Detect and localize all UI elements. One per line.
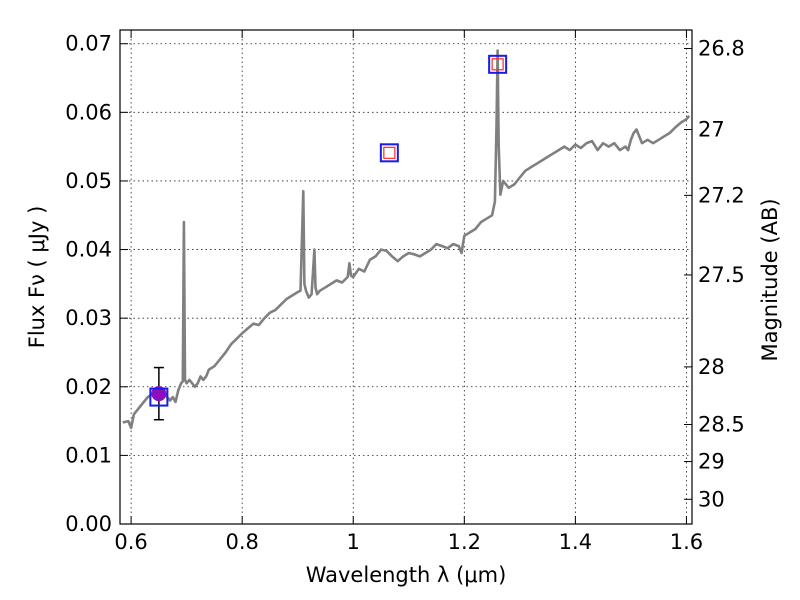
y-axis-label: Flux Fν ( μJy ) [25,206,49,349]
y2-tick-label: 29 [698,450,725,474]
y-tick-label: 0.07 [65,32,112,56]
y-tick-label: 0.02 [65,375,112,399]
y2-axis-label: Magnitude (AB) [758,198,782,361]
x-tick-label: 1.4 [559,530,592,554]
y-tick-labels: 0.00 0.01 0.02 0.03 0.04 0.05 0.06 0.07 [65,32,112,536]
x-axis-label: Wavelength λ (μm) [306,563,507,587]
y2-tick-label: 27 [698,117,725,141]
photometry-box [379,143,399,163]
y-tick-label: 0.03 [65,306,112,330]
x-tick-label: 0.8 [225,530,258,554]
photometry-box [149,387,169,407]
x-tick-label: 1.6 [670,530,703,554]
markers [149,54,508,421]
spectrum-line [122,49,691,430]
y-tick-label: 0.06 [65,100,112,124]
x-tick-label: 1 [347,530,360,554]
x-tick-label: 1.2 [448,530,481,554]
y-tick-label: 0.05 [65,169,112,193]
plot-frame [119,29,693,525]
y2-tick-label: 27.5 [698,263,745,287]
y2-tick-label: 27.2 [698,183,745,207]
model-box [383,146,396,159]
x-tick-labels: 0.6 0.8 1 1.2 1.4 1.6 [114,530,703,554]
y-tick-label: 0.04 [65,238,112,262]
y-tick-label: 0.00 [65,512,112,536]
y2-tick-label: 28 [698,355,725,379]
y2-tick-label: 30 [698,487,725,511]
y-tick-label: 0.01 [65,443,112,467]
model-box [491,58,504,71]
photometry-box [488,54,508,74]
y2-tick-labels: 26.8 27 27.2 27.5 28 28.5 29 30 [698,37,745,512]
grid [120,30,692,525]
y2-tick-label: 26.8 [698,37,745,61]
y2-tick-label: 28.5 [698,413,745,437]
ticks [120,30,692,525]
observed-point [151,386,167,402]
x-tick-label: 0.6 [114,530,147,554]
